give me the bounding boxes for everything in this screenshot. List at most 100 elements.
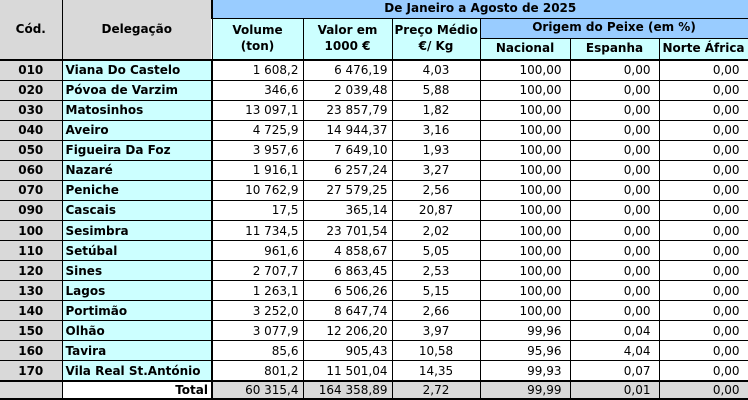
total-preco-cell: 2,72 [391,380,481,400]
delegation-cell: Sines [61,260,213,282]
nacional-cell: 100,00 [479,139,571,161]
code-cell: 110 [0,240,63,262]
code-cell: 140 [0,300,63,322]
volume-cell: 1 263,1 [211,280,304,302]
preco-cell: 5,88 [391,79,481,101]
valor-cell: 6 257,24 [302,159,393,181]
norte-africa-cell: 0,00 [658,199,748,222]
header-valor-line2: 1000 € [324,38,371,53]
nacional-cell: 100,00 [479,99,571,121]
nacional-cell: 100,00 [479,240,571,262]
norte-africa-cell: 0,00 [658,219,748,242]
preco-cell: 4,03 [391,58,481,81]
espanha-cell: 0,00 [569,300,660,322]
code-cell: 170 [0,360,63,382]
delegation-cell: Tavira [61,340,213,362]
code-cell: 060 [0,159,63,181]
table-row: 100 Sesimbra 11 734,5 23 701,54 2,02 100,00 0,… [0,219,748,242]
preco-cell: 2,53 [391,260,481,282]
table-row: 010 Viana Do Castelo 1 608,2 6 476,19 4,03 10… [0,58,748,81]
total-valor-cell: 164 358,89 [302,380,393,400]
code-cell: 020 [0,79,63,101]
header-valor-line1: Valor em [317,23,378,38]
table-row: 150 Olhão 3 077,9 12 206,20 3,97 99,96 0,04 0,0… [0,320,748,342]
espanha-cell: 0,04 [569,320,660,342]
delegation-cell: Viana Do Castelo [61,58,213,81]
delegation-cell: Figueira Da Foz [61,139,213,161]
preco-cell: 5,15 [391,280,481,302]
norte-africa-cell: 0,00 [658,300,748,322]
espanha-cell: 0,00 [569,58,660,81]
delegation-cell: Setúbal [61,240,213,262]
nacional-cell: 100,00 [479,58,571,81]
espanha-cell: 0,00 [569,159,660,181]
volume-cell: 17,5 [211,199,304,222]
header-cod: Cód. [0,0,63,61]
table-row: 020 Póvoa de Varzim 346,6 2 039,48 5,88 100,0… [0,79,748,101]
espanha-cell: 0,00 [569,219,660,242]
norte-africa-cell: 0,00 [658,179,748,201]
preco-cell: 3,27 [391,159,481,181]
valor-cell: 2 039,48 [302,79,393,101]
preco-cell: 20,87 [391,199,481,222]
header-preco-line2: €/ Kg [418,38,454,53]
delegation-cell: Vila Real St.António [61,360,213,382]
valor-cell: 11 501,04 [302,360,393,382]
code-cell: 040 [0,119,63,141]
espanha-cell: 0,00 [569,79,660,101]
header-origem: Origem do Peixe (em %) [479,17,748,39]
header-nacional: Nacional [480,37,571,61]
norte-africa-cell: 0,00 [658,320,748,342]
valor-cell: 23 701,54 [302,219,393,242]
nacional-cell: 100,00 [479,199,571,222]
code-cell: 150 [0,320,63,342]
code-cell: 090 [0,199,63,222]
nacional-cell: 100,00 [479,159,571,181]
delegation-cell: Peniche [61,179,213,201]
nacional-cell: 100,00 [479,119,571,141]
table-row: 030 Matosinhos 13 097,1 23 857,79 1,82 100,00… [0,99,748,121]
code-cell: 070 [0,179,63,201]
delegation-cell: Lagos [61,280,213,302]
norte-africa-cell: 0,00 [658,360,748,382]
nacional-cell: 100,00 [479,300,571,322]
nacional-cell: 99,96 [479,320,571,342]
table-row: 060 Nazaré 1 916,1 6 257,24 3,27 100,00 0,00 0,… [0,159,748,181]
espanha-cell: 0,00 [569,280,660,302]
valor-cell: 4 858,67 [302,240,393,262]
espanha-cell: 0,00 [569,99,660,121]
volume-cell: 1 916,1 [211,159,304,181]
valor-cell: 8 647,74 [302,300,393,322]
header-delegacao: Delegação [61,0,213,61]
code-cell: 030 [0,99,63,121]
code-cell: 010 [0,58,63,81]
norte-africa-cell: 0,00 [658,139,748,161]
nacional-cell: 100,00 [479,179,571,201]
espanha-cell: 0,00 [569,119,660,141]
valor-cell: 365,14 [302,199,393,222]
total-label: Total [61,380,213,400]
valor-cell: 6 506,26 [302,280,393,302]
header-valor: Valor em 1000 € [302,17,393,61]
nacional-cell: 100,00 [479,79,571,101]
valor-cell: 27 579,25 [302,179,393,201]
table-row: 120 Sines 2 707,7 6 863,45 2,53 100,00 0,00 0,0… [0,260,748,282]
code-cell: 050 [0,139,63,161]
table-row: 160 Tavira 85,6 905,43 10,58 95,96 4,04 0,00 [0,340,748,362]
header-norte-africa: Norte África [658,37,748,61]
volume-cell: 13 097,1 [211,99,304,121]
norte-africa-cell: 0,00 [658,340,748,362]
nacional-cell: 100,00 [479,280,571,302]
norte-africa-cell: 0,00 [658,240,748,262]
volume-cell: 3 957,6 [211,139,304,161]
espanha-cell: 0,00 [569,179,660,201]
norte-africa-cell: 0,00 [658,280,748,302]
norte-africa-cell: 0,00 [658,79,748,101]
total-code-cell [0,380,63,400]
norte-africa-cell: 0,00 [658,99,748,121]
norte-africa-cell: 0,00 [658,58,748,81]
delegation-cell: Olhão [61,320,213,342]
delegation-cell: Matosinhos [61,99,213,121]
delegation-cell: Cascais [61,199,213,222]
